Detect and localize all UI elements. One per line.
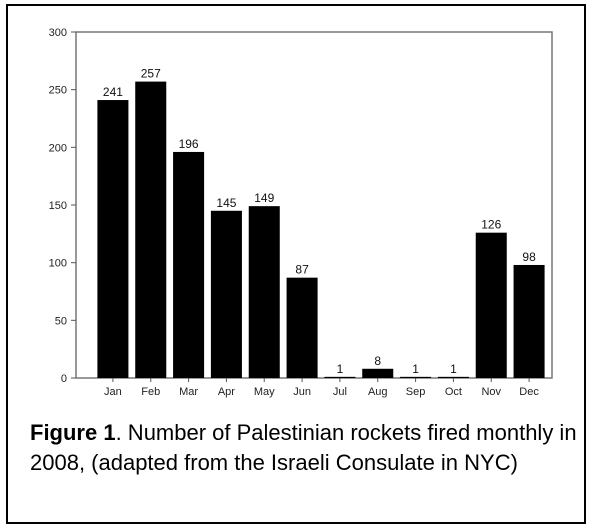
y-tick-label: 100 bbox=[49, 258, 67, 270]
bar-dec bbox=[513, 264, 545, 378]
bar-jun bbox=[286, 277, 318, 378]
x-tick-label: Sep bbox=[406, 386, 426, 398]
plot-area: 0 50 100 150 200 250 300 241 Jan 257 Feb 196 Mar 145 A… bbox=[49, 27, 553, 398]
data-label: 1 bbox=[337, 362, 344, 376]
x-tick-label: Mar bbox=[179, 386, 198, 398]
bar-sep bbox=[400, 376, 432, 378]
x-tick-label: Feb bbox=[141, 386, 160, 398]
x-tick-label: May bbox=[254, 386, 275, 398]
bar-apr bbox=[210, 210, 242, 378]
y-tick-label: 250 bbox=[49, 85, 67, 97]
data-label: 1 bbox=[450, 362, 457, 376]
data-label: 98 bbox=[522, 250, 536, 264]
bar-nov bbox=[475, 232, 507, 378]
data-label: 241 bbox=[103, 85, 123, 99]
x-tick-label: Oct bbox=[445, 386, 462, 398]
bar-aug bbox=[362, 368, 394, 378]
bar-feb bbox=[135, 81, 167, 379]
caption-label: Figure 1 bbox=[30, 420, 116, 445]
data-label: 145 bbox=[216, 196, 236, 210]
data-label: 257 bbox=[141, 67, 161, 81]
bar-mar bbox=[173, 151, 205, 378]
bar-jul bbox=[324, 376, 356, 378]
x-tick-label: Aug bbox=[368, 386, 388, 398]
data-label: 87 bbox=[295, 263, 309, 277]
bar-oct bbox=[437, 376, 469, 378]
data-label: 8 bbox=[374, 354, 381, 368]
x-tick-label: Apr bbox=[218, 386, 235, 398]
y-tick-label: 150 bbox=[49, 200, 67, 212]
bar-chart: 0 50 100 150 200 250 300 241 Jan 257 Feb 196 Mar 145 A… bbox=[49, 27, 553, 398]
data-label: 149 bbox=[254, 191, 274, 205]
x-tick-label: Dec bbox=[519, 386, 539, 398]
x-tick-label: Nov bbox=[481, 386, 501, 398]
data-label: 1 bbox=[412, 362, 419, 376]
bar-jan bbox=[97, 100, 129, 379]
y-tick-label: 300 bbox=[49, 27, 67, 39]
x-tick-label: Jul bbox=[333, 386, 347, 398]
data-label: 126 bbox=[481, 218, 501, 232]
y-tick-label: 0 bbox=[61, 373, 67, 385]
y-tick-label: 50 bbox=[55, 315, 67, 327]
figure-caption: Figure 1. Number of Palestinian rockets … bbox=[30, 418, 590, 478]
y-tick-label: 200 bbox=[49, 142, 67, 154]
x-tick-label: Jun bbox=[293, 386, 311, 398]
bar-may bbox=[248, 206, 280, 378]
x-tick-label: Jan bbox=[104, 386, 122, 398]
data-label: 196 bbox=[179, 137, 199, 151]
caption-text: . Number of Palestinian rockets fired mo… bbox=[30, 420, 577, 475]
